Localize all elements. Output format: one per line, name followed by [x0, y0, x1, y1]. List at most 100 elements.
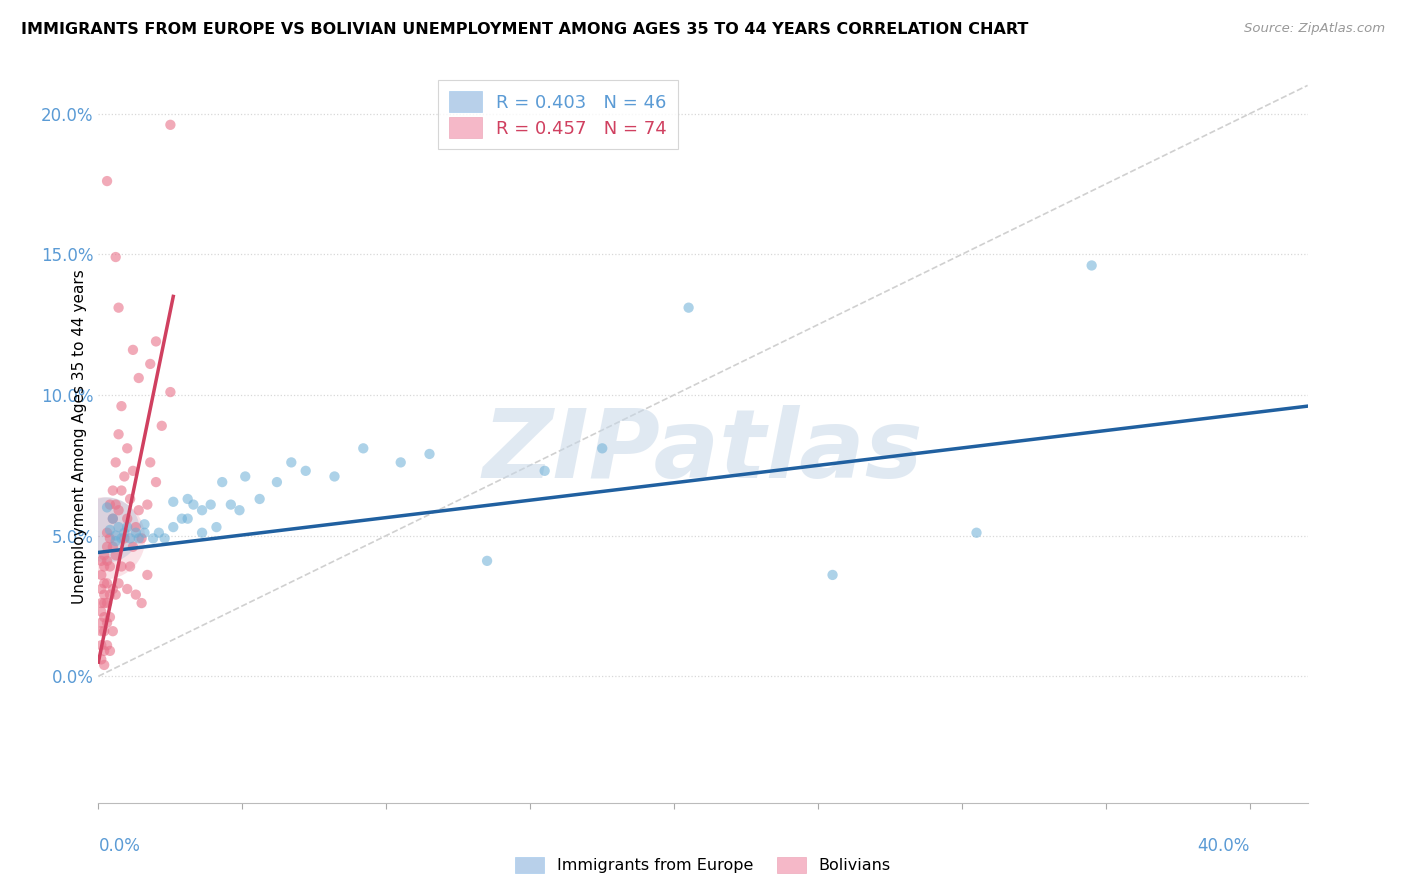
Text: Source: ZipAtlas.com: Source: ZipAtlas.com [1244, 22, 1385, 36]
Point [280, 455, 302, 469]
Point [93, 532, 115, 546]
Point [104, 250, 127, 264]
Point [104, 588, 127, 602]
Point [115, 520, 138, 534]
Point [148, 525, 170, 540]
Point [110, 483, 132, 498]
Point [104, 498, 127, 512]
Point [110, 532, 132, 546]
Point [219, 498, 242, 512]
Point [134, 517, 156, 532]
Point [90, 596, 112, 610]
Point [115, 511, 138, 525]
Point [104, 548, 127, 562]
Point [115, 442, 138, 456]
Point [90, 638, 112, 652]
Point [107, 576, 129, 591]
Point [96, 500, 118, 515]
Text: ZIPatlas: ZIPatlas [482, 405, 924, 499]
Point [98, 532, 121, 546]
Point [150, 418, 173, 433]
Point [93, 644, 115, 658]
Point [120, 559, 142, 574]
Point [96, 540, 118, 554]
Point [821, 568, 844, 582]
Point [98, 559, 121, 574]
Point [93, 548, 115, 562]
Point [90, 615, 112, 630]
Point [591, 442, 613, 456]
Point [90, 652, 112, 666]
Point [191, 525, 214, 540]
Point [90, 624, 112, 639]
Point [96, 576, 118, 591]
Point [98, 610, 121, 624]
Point [101, 540, 124, 554]
Point [1080, 259, 1102, 273]
Point [475, 554, 498, 568]
Point [159, 385, 181, 400]
Point [183, 498, 205, 512]
Legend: Immigrants from Europe, Bolivians: Immigrants from Europe, Bolivians [509, 850, 897, 880]
Point [98, 523, 121, 537]
Point [101, 511, 124, 525]
Point [170, 511, 193, 525]
Point [96, 615, 118, 630]
Point [162, 520, 184, 534]
Point [128, 503, 150, 517]
Point [104, 528, 127, 542]
Point [145, 475, 167, 489]
Point [90, 582, 112, 596]
Point [122, 464, 145, 478]
Point [101, 511, 124, 525]
Point [418, 447, 440, 461]
Point [125, 588, 148, 602]
Point [136, 568, 159, 582]
Point [90, 568, 112, 582]
Point [139, 357, 162, 371]
Point [98, 588, 121, 602]
Point [101, 483, 124, 498]
Point [122, 540, 145, 554]
Point [211, 475, 233, 489]
Point [162, 495, 184, 509]
Point [101, 624, 124, 639]
Point [233, 469, 256, 483]
Point [128, 371, 150, 385]
Point [107, 503, 129, 517]
Point [131, 596, 153, 610]
Point [120, 491, 142, 506]
Point [93, 588, 115, 602]
Point [294, 464, 316, 478]
Point [96, 554, 118, 568]
Point [120, 532, 142, 546]
Point [98, 498, 121, 512]
Point [966, 525, 988, 540]
Text: IMMIGRANTS FROM EUROPE VS BOLIVIAN UNEMPLOYMENT AMONG AGES 35 TO 44 YEARS CORREL: IMMIGRANTS FROM EUROPE VS BOLIVIAN UNEMP… [21, 22, 1028, 37]
Point [145, 334, 167, 349]
Point [125, 525, 148, 540]
Point [96, 596, 118, 610]
Point [249, 491, 271, 506]
Point [96, 525, 118, 540]
Point [389, 455, 412, 469]
Text: 0.0%: 0.0% [98, 837, 141, 855]
Point [96, 174, 118, 188]
Point [176, 511, 198, 525]
Point [266, 475, 288, 489]
Point [153, 532, 176, 546]
Point [122, 343, 145, 357]
Y-axis label: Unemployment Among Ages 35 to 44 years: Unemployment Among Ages 35 to 44 years [72, 269, 87, 605]
Text: 40.0%: 40.0% [1198, 837, 1250, 855]
Point [115, 582, 138, 596]
Point [205, 520, 228, 534]
Point [191, 503, 214, 517]
Point [93, 657, 115, 672]
Point [142, 532, 165, 546]
Point [93, 624, 115, 639]
Point [112, 469, 135, 483]
Point [110, 559, 132, 574]
Point [352, 442, 374, 456]
Point [107, 427, 129, 442]
Point [678, 301, 700, 315]
